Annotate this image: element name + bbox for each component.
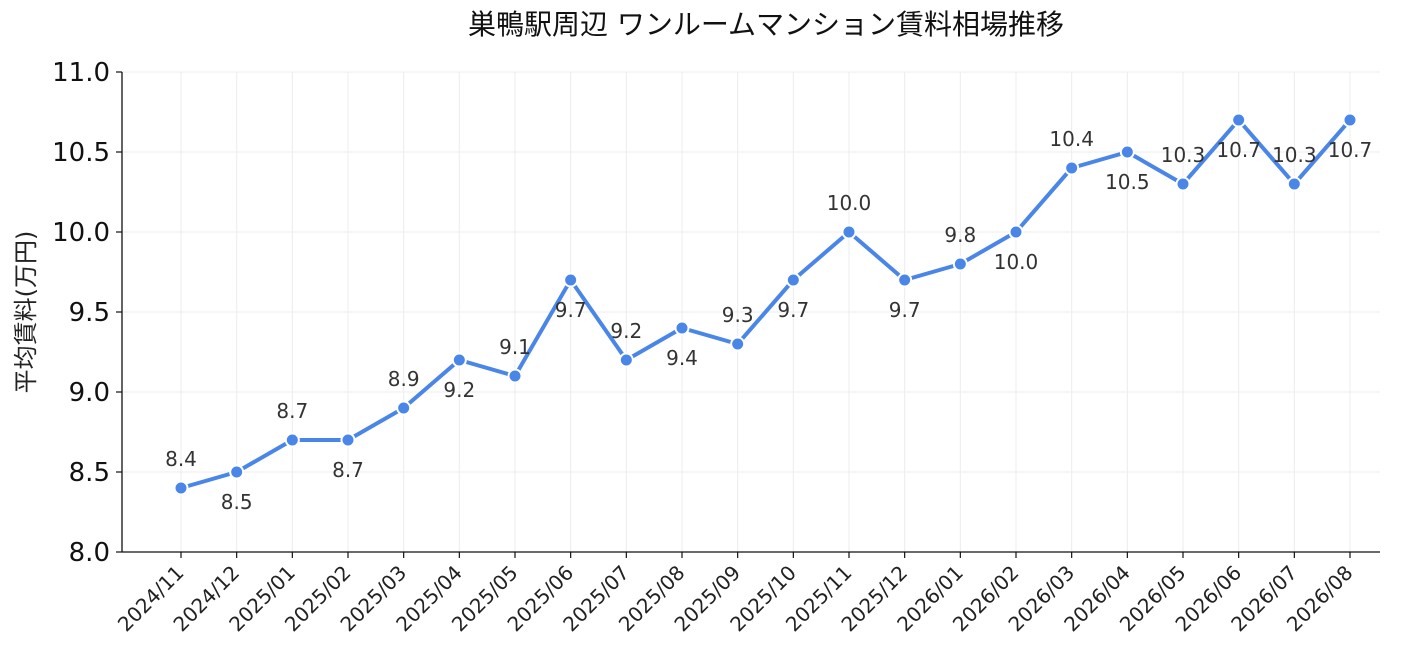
data-label: 8.4 [165,447,197,471]
data-label: 8.7 [332,458,364,482]
data-label: 9.1 [499,335,531,359]
data-point [1286,176,1302,192]
data-label: 10.3 [1161,143,1206,167]
data-label: 8.7 [276,399,308,423]
data-label: 9.7 [889,298,921,322]
data-point [1064,160,1080,176]
y-tick-label: 8.0 [69,538,110,568]
data-point [1008,224,1024,240]
data-label: 9.7 [777,298,809,322]
series [173,112,1358,496]
data-label: 9.7 [555,298,587,322]
data-label: 10.5 [1105,170,1150,194]
data-label: 10.0 [994,250,1039,274]
data-label: 10.0 [827,191,872,215]
data-point [730,336,746,352]
data-point [1175,176,1191,192]
chart-title: 巣鴨駅周辺 ワンルームマンション賃料相場推移 [468,8,1064,41]
data-point [785,272,801,288]
data-label: 10.7 [1328,138,1373,162]
data-point [284,432,300,448]
data-point [507,368,523,384]
data-label: 9.3 [722,303,754,327]
series-line [179,118,1352,490]
y-tick-label: 10.0 [52,218,110,248]
data-label: 9.2 [443,378,475,402]
data-label: 8.5 [221,490,253,514]
data-point [340,432,356,448]
data-point [173,480,189,496]
data-point [1231,112,1247,128]
data-point [618,352,634,368]
data-label: 10.4 [1049,127,1094,151]
data-label: 9.4 [666,346,698,370]
y-tick-label: 11.0 [52,58,110,88]
data-point [674,320,690,336]
data-label: 9.8 [944,223,976,247]
y-tick-label: 10.5 [52,138,110,168]
data-point [396,400,412,416]
y-tick-label: 8.5 [69,458,110,488]
data-point [897,272,913,288]
data-point [952,256,968,272]
y-tick-label: 9.5 [69,298,110,328]
data-label: 10.3 [1272,143,1317,167]
data-point [451,352,467,368]
data-point [1119,144,1135,160]
grid [122,71,1380,553]
data-labels: 8.4 8.5 8.7 8.7 8.9 9.2 9.1 9.7 9.2 9.4 9.3 9.7 10.0… [165,127,1372,514]
y-tick-label: 9.0 [69,378,110,408]
data-point [841,224,857,240]
y-axis-label: 平均賃料(万円) [12,231,40,394]
data-label: 8.9 [388,367,420,391]
data-label: 9.2 [610,319,642,343]
data-point [1342,112,1358,128]
data-label: 10.7 [1216,138,1261,162]
data-point [563,272,579,288]
data-point [229,464,245,480]
